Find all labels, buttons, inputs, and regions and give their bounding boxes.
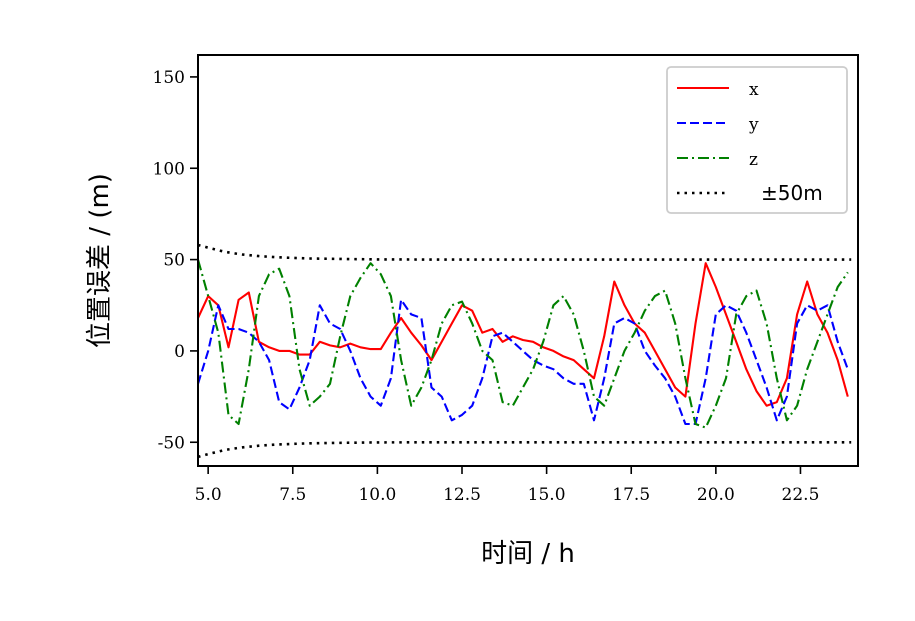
legend-label: x (749, 80, 759, 100)
tick-layer: 5.0 7.5 10.0 12.5 15.0 17.5 20.0 22.5 -50 0 50 100 1… (153, 68, 820, 505)
series-layer (198, 243, 852, 459)
x-tick-label: 5.0 (195, 485, 222, 505)
x-tick-label: 15.0 (528, 485, 566, 505)
x-tick-label: 22.5 (782, 485, 820, 505)
legend-label: z (749, 150, 758, 170)
x-axis-label: 时间 / h (481, 539, 575, 569)
x-tick-label: 7.5 (279, 485, 306, 505)
y-tick-label: -50 (158, 433, 185, 453)
series-line-z (198, 259, 849, 429)
y-axis-label: 位置误差 / (m) (85, 173, 115, 348)
series-line-y (198, 298, 849, 426)
legend-label: y (748, 115, 759, 135)
y-tick-label: 0 (174, 342, 185, 362)
series-line-band-lower (198, 440, 852, 459)
x-tick-label: 17.5 (612, 485, 650, 505)
y-tick-label: 50 (163, 251, 185, 271)
y-tick-label: 100 (153, 159, 185, 179)
series-line-x (198, 262, 849, 407)
legend-label: ±50m (761, 181, 823, 205)
x-tick-label: 12.5 (443, 485, 481, 505)
plot-frame (197, 54, 859, 467)
legend-box (666, 66, 848, 214)
series-line-50m (198, 243, 852, 261)
x-tick-label: 20.0 (697, 485, 735, 505)
legend: xyz±50m (666, 66, 848, 214)
x-tick-label: 10.0 (358, 485, 396, 505)
y-tick-label: 150 (153, 68, 185, 88)
